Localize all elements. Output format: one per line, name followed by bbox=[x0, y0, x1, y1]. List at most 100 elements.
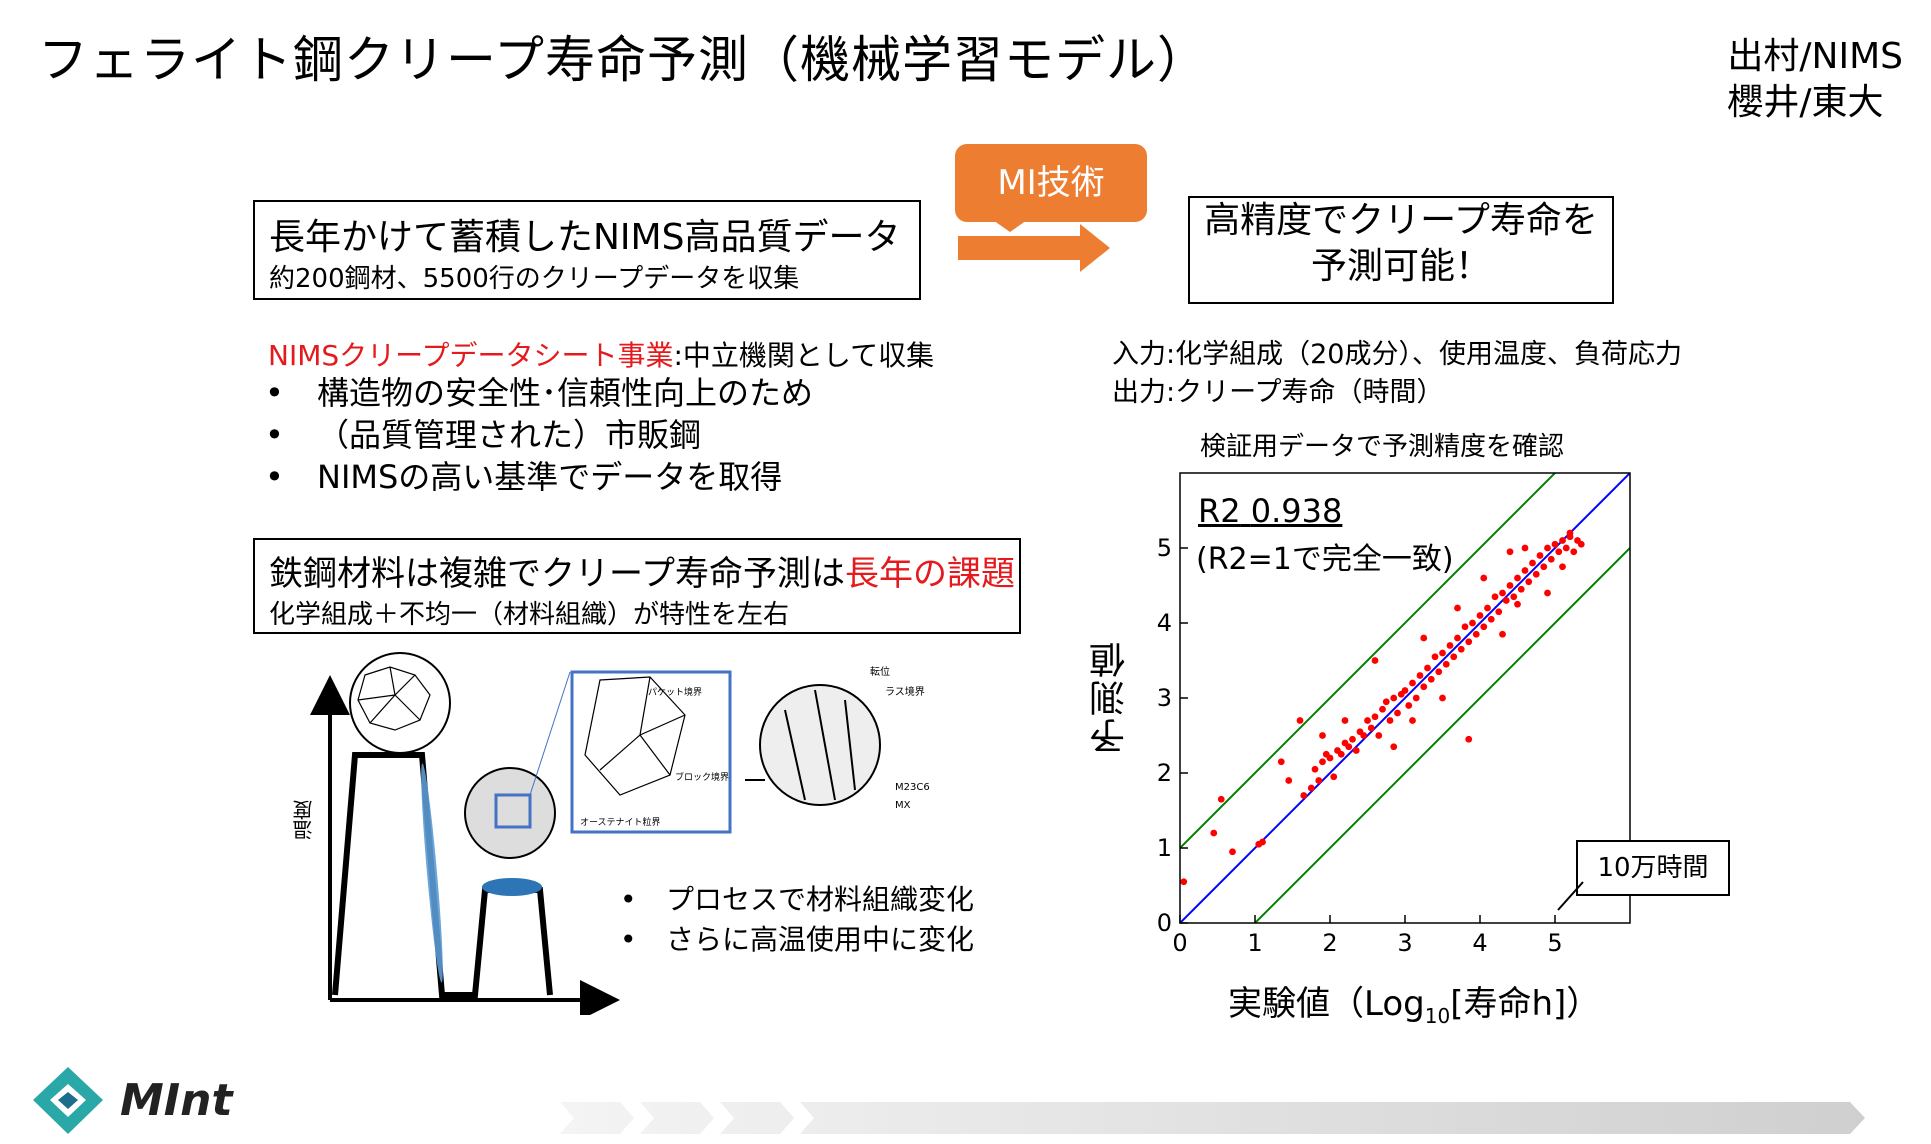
quench-highlight bbox=[421, 763, 443, 983]
data-point bbox=[1521, 567, 1529, 574]
data-point bbox=[1529, 559, 1536, 567]
data-point bbox=[1484, 604, 1491, 612]
list-item: • NIMSの高い基準でデータを取得 bbox=[265, 458, 783, 496]
y-tick-label: 2 bbox=[1157, 759, 1172, 787]
data-point bbox=[1577, 540, 1585, 548]
data-point bbox=[1367, 724, 1375, 732]
page-title: フェライト鋼クリープ寿命予測（機械学習モデル） bbox=[38, 31, 1208, 89]
data-point bbox=[1435, 668, 1443, 676]
identity-line bbox=[1180, 473, 1630, 923]
svg-text:M23C6: M23C6 bbox=[895, 782, 930, 793]
data-point bbox=[1472, 630, 1480, 638]
data-point bbox=[1300, 792, 1308, 799]
data-point bbox=[1544, 589, 1551, 597]
data-point bbox=[1476, 612, 1484, 619]
data-point bbox=[1439, 694, 1446, 702]
x-tick-label: 3 bbox=[1397, 929, 1412, 957]
bullet-list: • 構造物の安全性･信頼性向上のため • （品質管理された）市販鋼 • NIMSの高い… bbox=[265, 372, 813, 498]
data-point bbox=[1544, 544, 1551, 552]
data-point bbox=[1559, 563, 1566, 571]
martensite-circle bbox=[464, 767, 556, 859]
x-tick-label: 0 bbox=[1172, 929, 1187, 957]
sheet-line: NIMSクリープデータシート事業:中立機関として収集 bbox=[268, 334, 934, 374]
data-point bbox=[1480, 623, 1488, 631]
data-point bbox=[1559, 537, 1566, 544]
list-item: • 構造物の安全性･信頼性向上のため bbox=[265, 374, 814, 412]
data-point bbox=[1394, 709, 1401, 717]
data-point bbox=[1319, 732, 1326, 739]
data-box: 長年かけて蓄積したNIMS高品質データ 約200鋼材、5500行のクリープデータ… bbox=[253, 200, 921, 300]
right-arrow-icon bbox=[958, 224, 1110, 272]
x-tick-label: 5 bbox=[1547, 929, 1562, 957]
data-point bbox=[1375, 732, 1383, 739]
result-box: 高精度でクリープ寿命を 予測可能！ bbox=[1188, 196, 1614, 304]
x-tick-label: 2 bbox=[1322, 929, 1337, 957]
y-tick-label: 5 bbox=[1157, 534, 1172, 562]
zoom-box bbox=[570, 670, 732, 834]
data-point bbox=[1566, 529, 1574, 537]
x-tick-label: 4 bbox=[1472, 929, 1487, 957]
data-point bbox=[1491, 593, 1499, 601]
data-point bbox=[1371, 713, 1379, 721]
data-point bbox=[1405, 702, 1413, 709]
svg-text:MX: MX bbox=[895, 800, 911, 811]
data-point bbox=[1210, 829, 1218, 837]
process-diagram: パケット境界 ブロック境界 オーステナイト粒界 bbox=[310, 652, 732, 1015]
data-point bbox=[1487, 615, 1495, 623]
data-point bbox=[1431, 653, 1439, 661]
data-box-line2: 約200鋼材、5500行のクリープデータを収集 bbox=[269, 264, 800, 294]
precipitate-diagram: 転位 ラス境界 M23C6 MX bbox=[745, 665, 930, 811]
data-point bbox=[1259, 838, 1266, 846]
data-point bbox=[1352, 747, 1360, 754]
mi-badge: MI技術 bbox=[955, 144, 1147, 222]
data-point bbox=[1446, 642, 1454, 649]
data-point bbox=[1532, 570, 1540, 578]
verify-label: 検証用データで予測精度を確認 bbox=[1200, 432, 1565, 462]
data-point bbox=[1551, 540, 1559, 548]
data-point bbox=[1469, 619, 1476, 627]
io-text: 入力:化学組成（20成分）、使用温度、負荷応力 出力:クリープ寿命（時間） bbox=[1112, 336, 1682, 412]
data-point bbox=[1454, 604, 1461, 612]
temper-highlight bbox=[482, 878, 542, 896]
data-point bbox=[1499, 630, 1506, 638]
list-item: • （品質管理された）市販鋼 bbox=[265, 416, 702, 454]
data-point bbox=[1285, 777, 1293, 784]
result-line2: 予測可能！ bbox=[1310, 246, 1491, 287]
data-point bbox=[1506, 548, 1514, 556]
svg-text:オーステナイト粒界: オーステナイト粒界 bbox=[580, 816, 661, 828]
credit-1: 出村/NIMS bbox=[1727, 36, 1903, 77]
data-box-line1: 長年かけて蓄積したNIMS高品質データ bbox=[269, 217, 901, 258]
y-tick-label: 0 bbox=[1157, 909, 1172, 937]
r2-label: R2 0.938 bbox=[1198, 492, 1343, 530]
data-point bbox=[1555, 548, 1563, 556]
data-point bbox=[1420, 634, 1428, 642]
credit-2: 櫻井/東大 bbox=[1727, 82, 1884, 123]
data-point bbox=[1326, 754, 1334, 762]
data-point bbox=[1409, 717, 1416, 724]
data-point bbox=[1416, 672, 1424, 679]
svg-text:ブロック境界: ブロック境界 bbox=[675, 771, 729, 783]
sheet-highlight: NIMSクリープデータシート事業 bbox=[268, 339, 674, 372]
data-point bbox=[1570, 548, 1578, 556]
r2-note: (R2=1で完全一致) bbox=[1196, 542, 1454, 577]
callout-pointer bbox=[1557, 881, 1584, 911]
footer-chevrons bbox=[560, 1102, 1865, 1134]
data-point bbox=[1311, 765, 1319, 773]
data-point bbox=[1465, 735, 1473, 743]
y-tick-label: 4 bbox=[1157, 609, 1172, 637]
mint-logo-text: MInt bbox=[120, 1075, 233, 1126]
x-tick-label: 1 bbox=[1247, 929, 1262, 957]
data-point bbox=[1379, 705, 1386, 713]
data-point bbox=[1502, 597, 1510, 604]
callout-box: 10万時間 bbox=[1576, 840, 1730, 896]
mint-logo-icon bbox=[33, 1067, 103, 1134]
data-point bbox=[1424, 664, 1431, 672]
data-point bbox=[1360, 732, 1368, 739]
data-point bbox=[1442, 660, 1450, 668]
data-point bbox=[1454, 634, 1461, 642]
list-item: • プロセスで材料組織変化 bbox=[620, 883, 975, 916]
data-point bbox=[1341, 717, 1349, 724]
data-point bbox=[1386, 717, 1394, 724]
data-point bbox=[1427, 675, 1435, 683]
challenge-line1: 鉄鋼材料は複雑でクリープ寿命予測は長年の課題 bbox=[269, 554, 1015, 594]
